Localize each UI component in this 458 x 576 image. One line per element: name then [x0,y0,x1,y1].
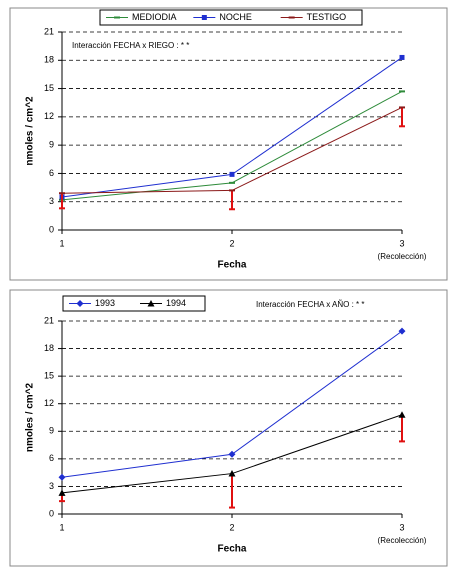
y-tick-label: 0 [49,224,54,234]
x-note: (Recolección) [378,536,427,545]
legend-label: TESTIGO [307,12,347,22]
x-note: (Recolección) [378,252,427,261]
legend-label: MEDIODIA [132,12,177,22]
marker [399,54,405,60]
marker [229,181,235,184]
marker [58,473,66,481]
y-tick-label: 9 [49,140,54,150]
y-tick-label: 12 [44,111,54,121]
legend [62,295,206,312]
x-axis-label: Fecha [218,260,247,271]
marker [228,450,236,458]
y-tick-label: 18 [44,55,54,65]
legend-label: 1994 [166,298,186,308]
x-tick-label: 2 [229,522,234,532]
y-tick-label: 6 [49,168,54,178]
y-tick-label: 12 [44,398,54,408]
marker [201,15,207,20]
marker [147,300,155,307]
marker [398,411,406,418]
annotation: Interacción FECHA x RIEGO : * * [72,41,189,50]
y-tick-label: 21 [44,26,54,36]
x-tick-label: 3 [399,238,404,248]
y-tick-label: 18 [44,343,54,353]
y-tick-label: 15 [44,371,54,381]
marker [229,171,235,177]
marker [229,189,235,192]
marker [59,192,65,195]
legend-label: 1993 [95,298,115,308]
marker [58,489,66,496]
panel [9,7,448,281]
x-tick-label: 2 [229,238,234,248]
y-axis-label: nmoles / cm^2 [25,96,36,166]
y-tick-label: 9 [49,426,54,436]
legend [99,9,363,26]
x-tick-label: 1 [59,238,64,248]
y-tick-label: 3 [49,196,54,206]
x-axis-label: Fecha [218,544,247,555]
y-tick-label: 0 [49,508,54,518]
y-tick-label: 15 [44,83,54,93]
y-tick-label: 6 [49,453,54,463]
legend-label: NOCHE [219,12,252,22]
marker [399,106,405,109]
annotation: Interacción FECHA x AÑO : * * [256,300,364,309]
y-tick-label: 3 [49,481,54,491]
panel [9,289,448,567]
x-tick-label: 1 [59,522,64,532]
x-tick-label: 3 [399,522,404,532]
y-tick-label: 21 [44,315,54,325]
marker [288,16,295,19]
marker [399,90,405,93]
marker [228,470,236,477]
marker [76,300,84,307]
marker [398,327,406,335]
marker [114,16,120,19]
y-axis-label: nmoles / cm^2 [25,382,36,452]
